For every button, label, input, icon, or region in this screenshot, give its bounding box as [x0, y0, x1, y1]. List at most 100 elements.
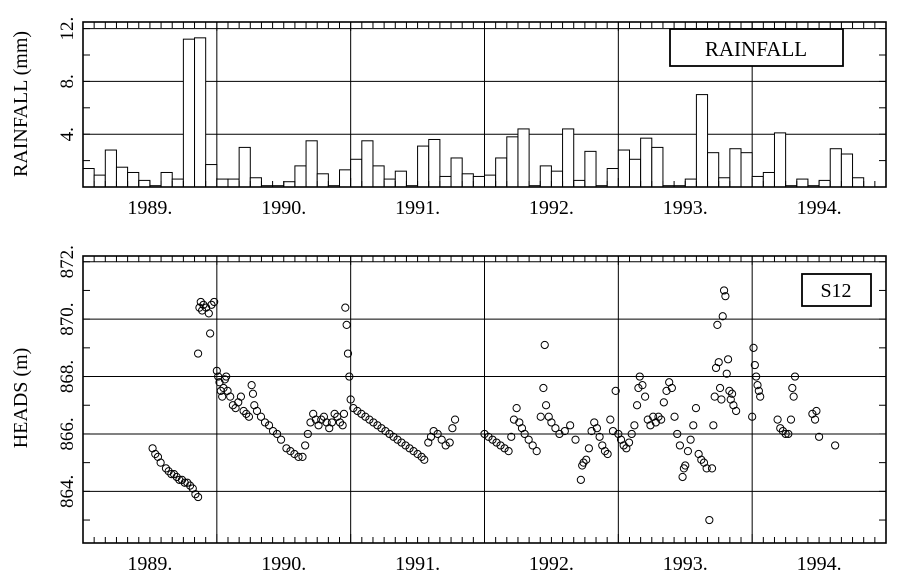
head-point — [754, 386, 763, 395]
head-point — [199, 300, 208, 309]
head-point — [673, 429, 682, 439]
head-point — [630, 421, 639, 430]
head-point — [193, 492, 203, 502]
rainfall-year-label: 1992. — [529, 197, 574, 219]
head-point — [303, 429, 312, 439]
rainfall-bar — [651, 146, 664, 188]
rainfall-year-label: 1991. — [395, 197, 440, 219]
head-point — [611, 386, 620, 395]
head-point — [683, 447, 693, 456]
head-point — [272, 429, 282, 439]
head-point — [343, 349, 353, 358]
head-point — [788, 383, 797, 393]
rainfall-bar — [617, 149, 630, 188]
rainfall-bar — [684, 178, 697, 188]
rainfall-bar — [361, 140, 374, 188]
rainfall-bar — [606, 168, 619, 188]
head-point — [244, 412, 254, 421]
head-point — [169, 470, 179, 479]
head-point — [691, 404, 701, 413]
head-point — [248, 389, 258, 398]
rainfall-bar — [818, 179, 831, 188]
rainfall-bar — [450, 157, 463, 188]
head-point — [776, 424, 785, 433]
head-point — [635, 372, 644, 381]
rainfall-title-box — [669, 28, 844, 67]
head-point — [790, 372, 800, 381]
heads-year-label: 1994. — [797, 553, 842, 575]
rainfall-bar — [249, 177, 262, 188]
rainfall-bar — [127, 171, 140, 188]
head-point — [338, 421, 347, 430]
head-point — [657, 415, 666, 424]
head-point — [749, 343, 758, 352]
rainfall-bar — [305, 140, 318, 188]
rainfall-bar — [238, 146, 251, 188]
head-point — [212, 366, 221, 375]
head-point — [627, 429, 636, 439]
rainfall-bar — [82, 168, 95, 188]
rainfall-y-tick-labels: 4. 8. 12. — [57, 17, 78, 142]
heads-y-axis-label: HEADS (m) — [10, 348, 32, 449]
head-point — [551, 424, 560, 433]
head-point — [437, 435, 446, 444]
rainfall-bar — [115, 166, 129, 188]
head-point — [196, 297, 205, 307]
rainfall-bar — [550, 170, 564, 188]
rainfall-year-label: 1989. — [127, 197, 172, 219]
head-point — [750, 360, 759, 370]
head-point — [507, 432, 516, 441]
heads-y-tick-label: 864. — [57, 475, 78, 508]
head-point — [624, 438, 634, 447]
rainfall-year-label: 1990. — [261, 197, 306, 219]
rainfall-ticks — [82, 22, 887, 187]
head-point — [335, 418, 345, 427]
head-point — [595, 432, 604, 441]
rainfall-bar — [573, 179, 586, 188]
head-point — [715, 383, 725, 393]
head-point — [342, 320, 351, 329]
head-point — [670, 412, 679, 421]
head-point — [247, 381, 256, 390]
heads-title: S12 — [820, 280, 851, 302]
head-point — [753, 381, 762, 390]
rainfall-bar — [773, 132, 787, 188]
head-point — [592, 424, 602, 433]
head-point — [786, 415, 796, 424]
rainfall-bar — [294, 165, 307, 188]
head-point — [524, 435, 533, 444]
head-point — [560, 426, 569, 436]
head-point — [346, 395, 355, 404]
rainfall-bar — [472, 175, 486, 188]
head-point — [566, 421, 575, 430]
head-point — [722, 369, 731, 378]
head-point — [686, 435, 695, 444]
rainfall-bar — [829, 148, 842, 188]
head-point — [675, 441, 684, 450]
head-point — [638, 381, 647, 390]
head-point — [756, 392, 765, 401]
head-point — [748, 412, 757, 421]
rainfall-bar — [372, 165, 385, 188]
head-point — [705, 515, 714, 525]
rainfall-bar — [417, 145, 430, 188]
rainfall-bar — [506, 136, 519, 188]
head-point — [151, 449, 160, 459]
head-point — [641, 392, 650, 401]
head-point — [632, 401, 642, 410]
head-point — [301, 441, 310, 450]
head-point — [718, 312, 727, 321]
head-point — [540, 340, 549, 350]
head-point — [417, 452, 426, 461]
heads-ticks — [82, 256, 887, 543]
rainfall-bar — [182, 38, 196, 188]
heads-title-box — [801, 273, 872, 307]
head-point — [773, 415, 782, 424]
head-point — [183, 478, 192, 487]
head-point — [814, 432, 824, 441]
head-point — [719, 286, 729, 295]
head-point — [276, 435, 286, 444]
head-point — [207, 300, 216, 309]
head-point — [709, 421, 718, 430]
head-point — [707, 464, 717, 473]
